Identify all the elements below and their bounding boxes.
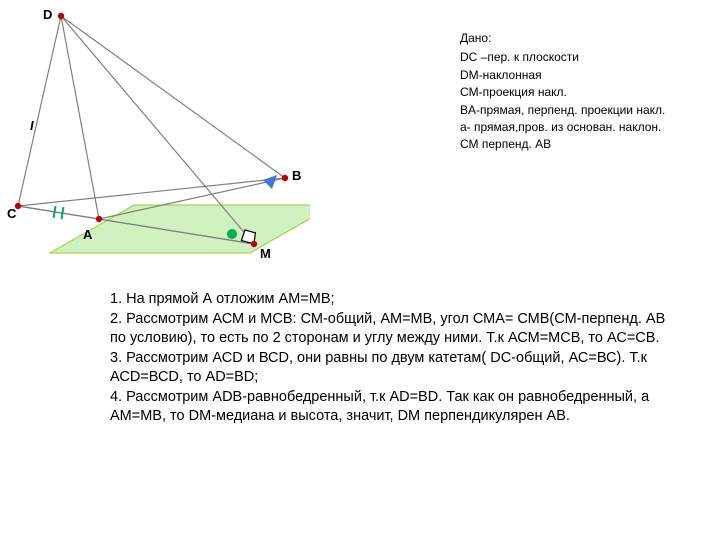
given-line: DM-наклонная	[460, 67, 700, 84]
given-title: Дано:	[460, 30, 700, 47]
geometry-diagram: D C A B M I	[10, 10, 310, 270]
given-line: а- прямая,пров. из основан. наклон.	[460, 119, 700, 136]
proof-block: 1. На прямой А отложим АМ=МВ; 2. Рассмот…	[110, 290, 685, 427]
proof-line: 3. Рассмотрим АСD и ВСD, они равны по дв…	[110, 350, 647, 386]
vertex-label: M	[260, 246, 271, 261]
given-line: CM-проекция накл.	[460, 84, 700, 101]
diagram-svg	[10, 10, 310, 270]
edge-label-I: I	[30, 118, 34, 133]
proof-line: 1. На прямой А отложим АМ=МВ;	[110, 291, 335, 307]
vertex-label: C	[7, 206, 16, 221]
proof-line: 4. Рассмотрим АDВ-равнобедренный, т.к АD…	[110, 389, 649, 425]
given-line: DC –пер. к плоскости	[460, 49, 700, 66]
proof-line: 2. Рассмотрим АСМ и МСВ: СМ-общий, АМ=МВ…	[110, 311, 665, 347]
given-line: BA-прямая, перпенд. проекции накл.	[460, 102, 700, 119]
vertex-label: A	[83, 227, 92, 242]
vertex-label: D	[43, 7, 52, 22]
page: D C A B M I Дано: DC –пер. к плоскости DM-нак…	[0, 0, 720, 540]
vertex-label: B	[292, 168, 301, 183]
given-line: СМ перпенд. АВ	[460, 136, 700, 153]
given-block: Дано: DC –пер. к плоскости DM-наклонная …	[460, 30, 700, 154]
